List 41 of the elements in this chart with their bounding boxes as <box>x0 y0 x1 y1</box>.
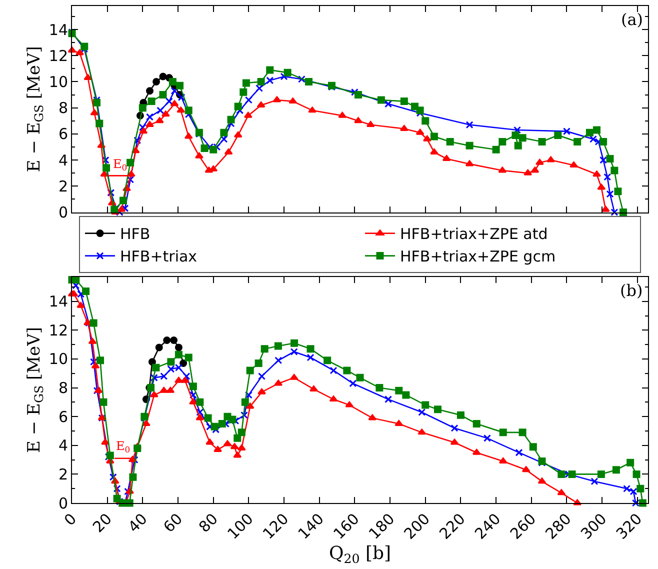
x-tick-label: 120 <box>259 510 292 543</box>
annotation: (a) <box>621 10 644 29</box>
y-tick-label: 8 <box>58 379 68 398</box>
x-tick-label: 80 <box>195 510 222 536</box>
y-tick-label: 4 <box>58 151 68 170</box>
y-tick-label: 2 <box>58 465 68 484</box>
x-tick-label: 260 <box>506 510 540 543</box>
y-tick-label: 12 <box>48 321 68 340</box>
y-tick-label: 4 <box>58 436 68 455</box>
x-tick-label: 160 <box>330 510 363 543</box>
y-tick-label: 10 <box>48 72 68 91</box>
x-tick-label: 40 <box>124 510 151 536</box>
x-tick-label: 60 <box>160 510 186 536</box>
legend-label: HFB <box>120 225 150 244</box>
y-tick-label: 2 <box>58 177 68 196</box>
y-tick-label: 6 <box>58 408 68 426</box>
x-tick-label: 200 <box>400 510 434 543</box>
x-tick-label: 140 <box>294 510 328 543</box>
x-tick-label: 300 <box>577 510 610 543</box>
x-tick-label: 100 <box>224 510 257 543</box>
x-tick-label: 180 <box>365 510 398 543</box>
y-tick-label: 14 <box>48 20 68 39</box>
annotation: E$_{0}$ <box>116 439 130 455</box>
y-tick-label: 6 <box>58 125 68 144</box>
y-tick-label: 10 <box>48 350 68 368</box>
x-tick-label: 320 <box>612 510 646 543</box>
y-tick-label: 14 <box>48 292 68 311</box>
x-tick-label: 220 <box>436 510 469 543</box>
annotation: E$_{0}$ <box>113 157 128 173</box>
y-tick-label: 8 <box>58 99 68 118</box>
y-tick-label: 12 <box>48 46 68 65</box>
legend-label: HFB+triax+ZPE gcm <box>400 248 556 266</box>
legend-label: HFB+triax+ZPE atd <box>400 225 548 244</box>
x-axis-title: Q$_{20}$ [b] <box>328 542 392 566</box>
annotation: (b) <box>620 281 643 300</box>
x-tick-label: 20 <box>89 510 116 536</box>
legend-label: HFB+triax <box>120 248 198 266</box>
y-tick-label: 0 <box>58 494 68 512</box>
x-tick-label: 240 <box>471 510 504 543</box>
y-tick-label: 0 <box>58 204 68 222</box>
x-tick-label: 280 <box>542 510 575 543</box>
